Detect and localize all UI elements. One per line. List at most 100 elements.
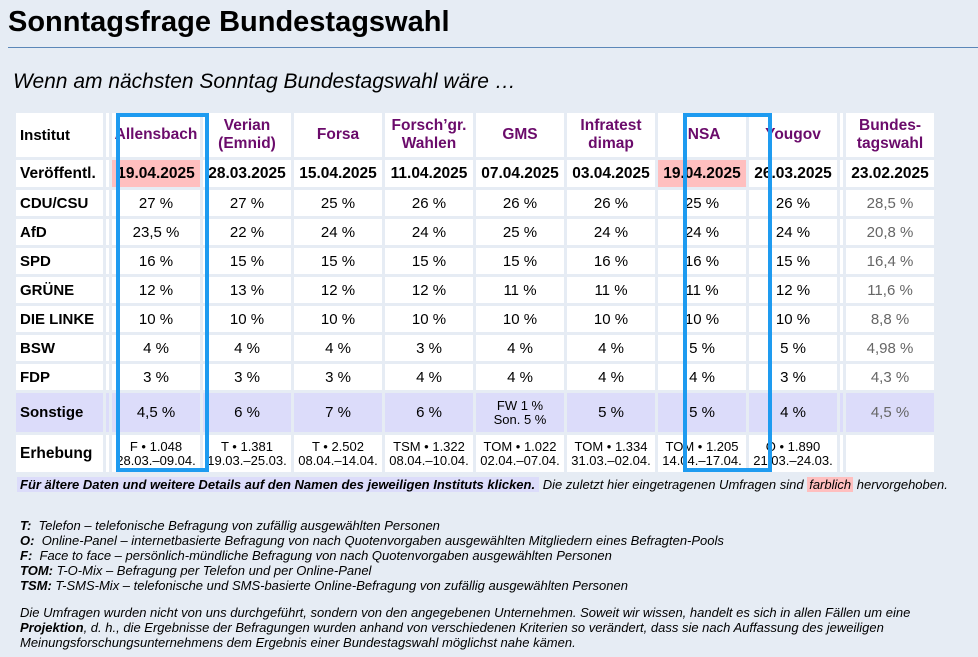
spacer-cell — [840, 190, 843, 216]
poll-value: 24 % — [567, 219, 655, 245]
institute-link-forsa[interactable]: Forsa — [294, 113, 382, 157]
poll-value: 24 % — [294, 219, 382, 245]
institute-link-insa[interactable]: INSA — [658, 113, 746, 157]
poll-value: 23,5 % — [112, 219, 200, 245]
spacer-cell — [840, 306, 843, 332]
survey-row: Erhebung F • 1.048 28.03.–09.04. T • 1.38… — [16, 435, 934, 472]
poll-value: 10 % — [203, 306, 291, 332]
institute-link-verian[interactable]: Verian (Emnid) — [203, 113, 291, 157]
legend-text: Online-Panel – internetbasierte Befragun… — [41, 533, 724, 548]
poll-value: 24 % — [749, 219, 837, 245]
institute-link-forschungsgruppe-wahlen[interactable]: Forsch’gr. Wahlen — [385, 113, 473, 157]
published-date: 19.04.2025 — [658, 160, 746, 187]
spacer-cell — [106, 364, 109, 390]
poll-value: 4 % — [476, 335, 564, 361]
row-label-published: Veröffentl. — [16, 160, 103, 187]
spacer-cell — [840, 393, 843, 432]
spacer-cell — [106, 248, 109, 274]
sonstige-fw: FW 1 % — [496, 397, 544, 413]
party-label: BSW — [16, 335, 103, 361]
poll-value: 25 % — [476, 219, 564, 245]
sonstige-value: 5 % — [658, 393, 746, 432]
poll-value: 26 % — [476, 190, 564, 216]
spacer-cell — [106, 113, 109, 157]
disclaimer-text: Die Umfragen wurden nicht von uns durchg… — [20, 605, 911, 620]
survey-method: TOM • 1.334 — [574, 438, 648, 454]
recent-note-text: Die zuletzt hier eingetragenen Umfragen … — [542, 477, 804, 492]
poll-value: 11 % — [658, 277, 746, 303]
poll-value: 26 % — [385, 190, 473, 216]
poll-value: 15 % — [476, 248, 564, 274]
header-row: Institut Allensbach Verian (Emnid) Forsa… — [16, 113, 934, 157]
institute-link-allensbach[interactable]: Allensbach — [112, 113, 200, 157]
survey-method: TOM • 1.205 — [665, 438, 739, 454]
legend-code: TOM: — [20, 563, 53, 578]
spacer-cell — [840, 160, 843, 187]
election-result: 20,8 % — [846, 219, 934, 245]
poll-value: 10 % — [658, 306, 746, 332]
institute-link-gms[interactable]: GMS — [476, 113, 564, 157]
legend-text: Telefon – telefonische Befragung von zuf… — [38, 518, 440, 533]
election-result: 4,98 % — [846, 335, 934, 361]
poll-value: 3 % — [203, 364, 291, 390]
spacer-cell — [840, 113, 843, 157]
survey-info: O • 1.890 21.03.–24.03. — [749, 435, 837, 472]
spacer-cell — [106, 219, 109, 245]
published-date: 03.04.2025 — [567, 160, 655, 187]
poll-value: 12 % — [749, 277, 837, 303]
party-label: GRÜNE — [16, 277, 103, 303]
legend-text: Face to face – persönlich-mündliche Befr… — [39, 548, 612, 563]
survey-info: TOM • 1.334 31.03.–02.04. — [567, 435, 655, 472]
party-row: CDU/CSU 27 % 27 % 25 % 26 % 26 % 26 % 25 % 26 % 2… — [16, 190, 934, 216]
party-row: GRÜNE 12 % 13 % 12 % 12 % 11 % 11 % 11 % 12 % 11,… — [16, 277, 934, 303]
poll-value: 3 % — [294, 364, 382, 390]
spacer-cell — [106, 435, 109, 472]
legend-code: T: — [20, 518, 32, 533]
survey-period: 28.03.–09.04. — [116, 452, 196, 468]
poll-value: 24 % — [385, 219, 473, 245]
party-label: FDP — [16, 364, 103, 390]
survey-period: 08.04.–10.04. — [389, 452, 469, 468]
sonstige-value: 6 % — [203, 393, 291, 432]
party-row: FDP 3 % 3 % 3 % 4 % 4 % 4 % 4 % 3 % 4,3 % — [16, 364, 934, 390]
institute-name: Forsch’gr. Wahlen — [391, 117, 467, 152]
disclaimer-bold: Projektion — [20, 620, 84, 635]
election-date: 23.02.2025 — [846, 160, 934, 187]
poll-value: 12 % — [385, 277, 473, 303]
legend-code: TSM: — [20, 578, 52, 593]
party-label: DIE LINKE — [16, 306, 103, 332]
published-date: 28.03.2025 — [203, 160, 291, 187]
click-hint: Für ältere Daten und weitere Details auf… — [17, 477, 540, 492]
spacer-cell — [106, 393, 109, 432]
poll-value: 26 % — [749, 190, 837, 216]
institute-link-infratest-dimap[interactable]: Infratest dimap — [567, 113, 655, 157]
poll-value: 4 % — [203, 335, 291, 361]
poll-value: 4 % — [385, 364, 473, 390]
legend-code: O: — [20, 533, 35, 548]
poll-value: 4 % — [294, 335, 382, 361]
poll-value: 10 % — [385, 306, 473, 332]
poll-value: 4 % — [112, 335, 200, 361]
election-link-bundestagswahl[interactable]: Bundes-tagswahl — [846, 113, 934, 157]
published-date: 19.04.2025 — [112, 160, 200, 187]
poll-value: 5 % — [658, 335, 746, 361]
poll-value: 12 % — [294, 277, 382, 303]
recent-note-text-end: hervorgehoben. — [856, 477, 948, 492]
survey-info: F • 1.048 28.03.–09.04. — [112, 435, 200, 472]
title-divider — [8, 47, 978, 48]
institute-link-yougov[interactable]: Yougov — [749, 113, 837, 157]
survey-info: TOM • 1.022 02.04.–07.04. — [476, 435, 564, 472]
spacer-cell — [106, 277, 109, 303]
sonstige-value: 5 % — [567, 393, 655, 432]
disclaimer-text-2: , d. h., die Ergebnisse der Befragungen … — [20, 620, 884, 650]
poll-value: 4 % — [476, 364, 564, 390]
spacer-cell — [106, 190, 109, 216]
spacer-cell — [840, 335, 843, 361]
published-date: 07.04.2025 — [476, 160, 564, 187]
sonstige-value: 7 % — [294, 393, 382, 432]
party-row: AfD 23,5 % 22 % 24 % 24 % 25 % 24 % 24 % 24 % 20,… — [16, 219, 934, 245]
election-result: 8,8 % — [846, 306, 934, 332]
poll-value: 11 % — [476, 277, 564, 303]
spacer-cell — [106, 160, 109, 187]
survey-info: T • 1.381 19.03.–25.03. — [203, 435, 291, 472]
